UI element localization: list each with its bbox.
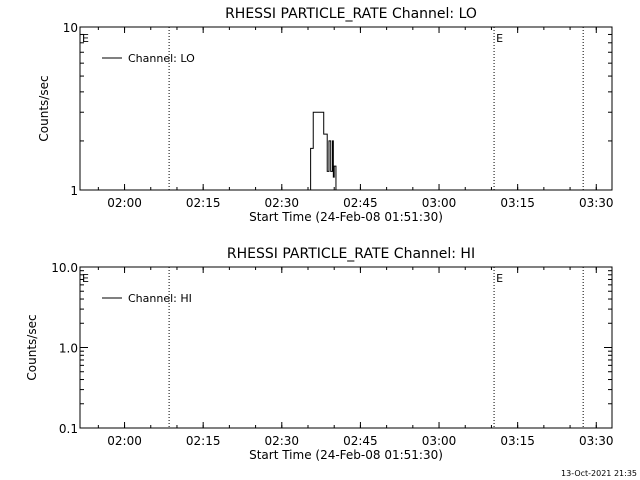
y-axis-label: Counts/sec — [37, 75, 51, 141]
x-tick-label: 02:30 — [264, 434, 299, 448]
panel-lo: RHESSI PARTICLE_RATE Channel: LO 02:00 02:… — [37, 6, 614, 224]
y-tick-label: 1 — [70, 184, 78, 198]
x-tick-label: 02:00 — [107, 434, 142, 448]
event-marker-label: E — [496, 32, 503, 45]
x-tick-label: 02:45 — [343, 434, 378, 448]
x-tick-label: 02:15 — [186, 196, 221, 210]
event-marker-label: E — [82, 32, 89, 45]
x-tick-label: 03:15 — [500, 196, 535, 210]
x-tick-label: 03:00 — [422, 434, 457, 448]
y-tick-label: 10.0 — [51, 261, 78, 275]
legend-entry: Channel: LO — [128, 52, 195, 65]
y-tick-label: 10 — [63, 21, 78, 35]
event-marker-label: E — [496, 272, 503, 285]
chart-title: RHESSI PARTICLE_RATE Channel: LO — [225, 6, 477, 22]
series-line — [305, 111, 337, 191]
x-tick-label: 03:00 — [422, 196, 457, 210]
y-tick-label: 1.0 — [59, 342, 78, 356]
x-tick-label: 02:30 — [264, 196, 299, 210]
y-axis-label: Counts/sec — [25, 314, 39, 380]
plot-frame — [79, 26, 613, 191]
x-tick-label: 03:30 — [579, 434, 614, 448]
x-tick-label: 02:45 — [343, 196, 378, 210]
x-tick-label: 03:30 — [579, 196, 614, 210]
x-tick-label: 02:00 — [107, 196, 142, 210]
x-tick-label: 03:15 — [500, 434, 535, 448]
footer-timestamp: 13-Oct-2021 21:35 — [561, 469, 637, 478]
chart-title: RHESSI PARTICLE_RATE Channel: HI — [227, 246, 475, 262]
x-axis-label: Start Time (24-Feb-08 01:51:30) — [249, 210, 443, 224]
x-tick-label: 02:15 — [186, 434, 221, 448]
legend-entry: Channel: HI — [128, 292, 192, 305]
panel-hi: RHESSI PARTICLE_RATE Channel: HI 02:00 02:… — [25, 246, 614, 462]
y-tick-label: 0.1 — [59, 422, 78, 436]
x-axis-label: Start Time (24-Feb-08 01:51:30) — [249, 448, 443, 462]
event-marker-label: E — [82, 272, 89, 285]
